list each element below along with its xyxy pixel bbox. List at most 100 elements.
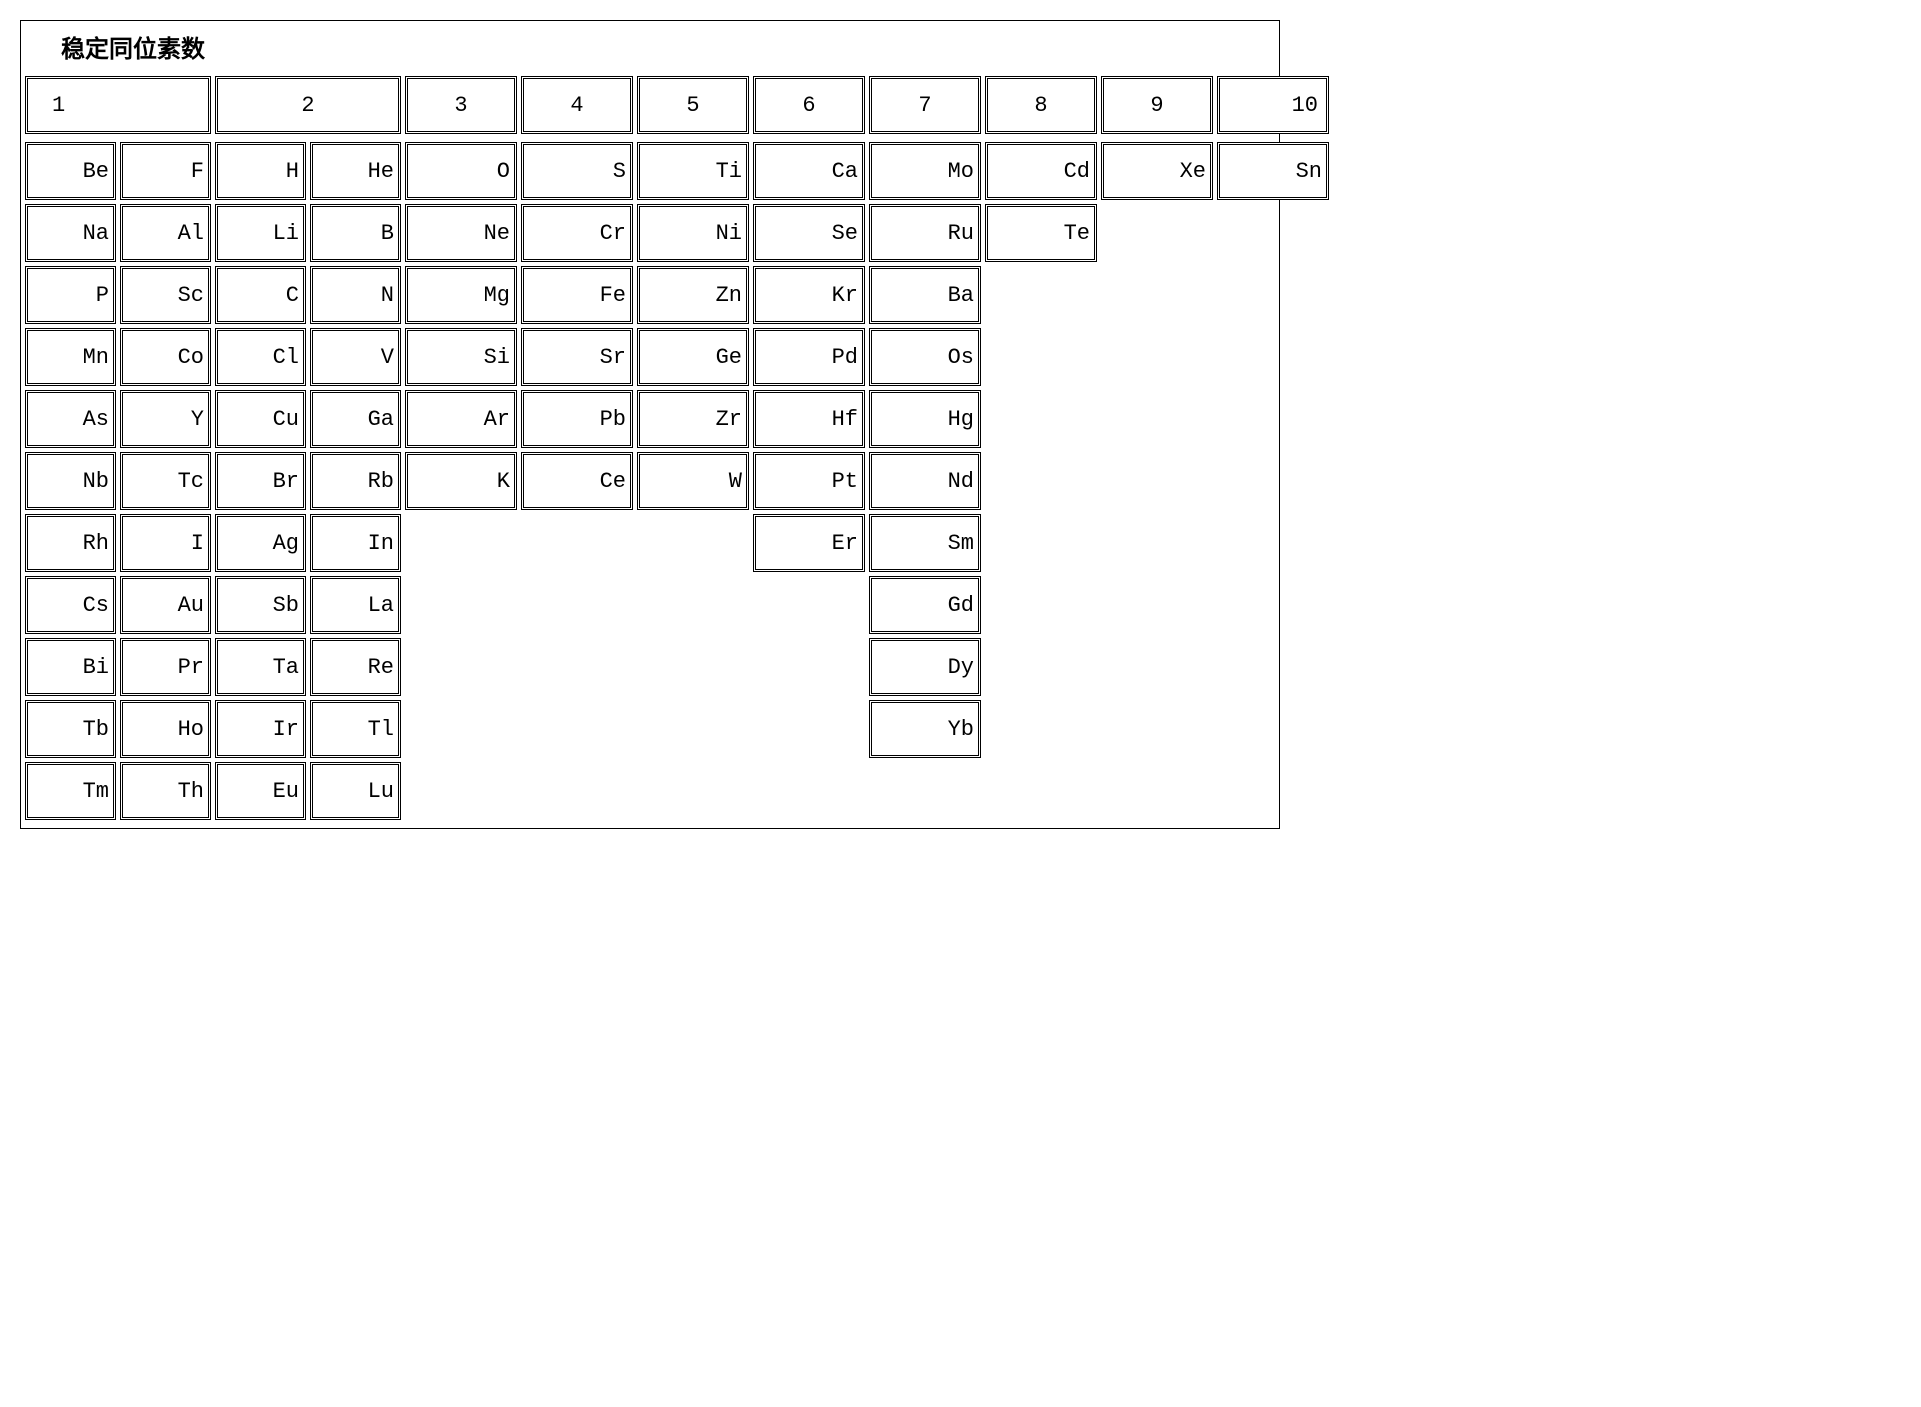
- element-cell: Ne: [405, 204, 517, 262]
- empty-cell: [1101, 638, 1213, 696]
- empty-cell: [985, 576, 1097, 634]
- element-cell: Ag: [215, 514, 306, 572]
- empty-cell: [1217, 514, 1329, 572]
- empty-cell: [1101, 266, 1213, 324]
- table-title: 稳定同位素数: [21, 21, 1279, 72]
- element-cell: Te: [985, 204, 1097, 262]
- empty-cell: [1217, 328, 1329, 386]
- empty-cell: [985, 700, 1097, 758]
- column-header: 1: [25, 76, 211, 134]
- element-cell: Ce: [521, 452, 633, 510]
- empty-cell: [521, 576, 633, 634]
- empty-cell: [1217, 390, 1329, 448]
- empty-cell: [405, 576, 517, 634]
- empty-cell: [405, 514, 517, 572]
- element-cell: Ar: [405, 390, 517, 448]
- element-cell: Sm: [869, 514, 981, 572]
- empty-cell: [1101, 328, 1213, 386]
- element-cell: Pr: [120, 638, 211, 696]
- empty-cell: [753, 638, 865, 696]
- element-cell: W: [637, 452, 749, 510]
- element-cell: Sc: [120, 266, 211, 324]
- table-row: TmThEuLu: [25, 762, 1329, 820]
- element-cell: Se: [753, 204, 865, 262]
- element-cell: Tc: [120, 452, 211, 510]
- table-row: NaAlLiBNeCrNiSeRuTe: [25, 204, 1329, 262]
- empty-cell: [637, 762, 749, 820]
- element-cell: Lu: [310, 762, 401, 820]
- element-cell: Eu: [215, 762, 306, 820]
- element-cell: P: [25, 266, 116, 324]
- element-cell: Ho: [120, 700, 211, 758]
- empty-cell: [985, 452, 1097, 510]
- empty-cell: [1217, 204, 1329, 262]
- element-cell: Dy: [869, 638, 981, 696]
- empty-cell: [985, 266, 1097, 324]
- element-cell: Sb: [215, 576, 306, 634]
- table-row: BiPrTaReDy: [25, 638, 1329, 696]
- empty-cell: [1101, 700, 1213, 758]
- element-cell: Pb: [521, 390, 633, 448]
- empty-cell: [521, 638, 633, 696]
- element-cell: Sr: [521, 328, 633, 386]
- element-cell: In: [310, 514, 401, 572]
- element-cell: Co: [120, 328, 211, 386]
- column-header: 5: [637, 76, 749, 134]
- table-container: 稳定同位素数 12345678910 BeFHHeOSTiCaMoCdXeSnN…: [20, 20, 1280, 829]
- empty-cell: [869, 762, 981, 820]
- element-cell: Hg: [869, 390, 981, 448]
- element-cell: H: [215, 142, 306, 200]
- column-header: 9: [1101, 76, 1213, 134]
- element-cell: Cr: [521, 204, 633, 262]
- element-cell: Ge: [637, 328, 749, 386]
- empty-cell: [1217, 762, 1329, 820]
- element-cell: Ba: [869, 266, 981, 324]
- element-cell: Ga: [310, 390, 401, 448]
- column-header: 4: [521, 76, 633, 134]
- element-cell: Mg: [405, 266, 517, 324]
- empty-cell: [1217, 638, 1329, 696]
- column-header: 6: [753, 76, 865, 134]
- empty-cell: [637, 700, 749, 758]
- element-cell: Mn: [25, 328, 116, 386]
- element-cell: Na: [25, 204, 116, 262]
- element-cell: B: [310, 204, 401, 262]
- empty-cell: [405, 638, 517, 696]
- element-cell: K: [405, 452, 517, 510]
- empty-cell: [521, 514, 633, 572]
- column-header: 7: [869, 76, 981, 134]
- table-row: TbHoIrTlYb: [25, 700, 1329, 758]
- element-cell: Zr: [637, 390, 749, 448]
- element-cell: F: [120, 142, 211, 200]
- element-cell: Tb: [25, 700, 116, 758]
- column-header: 10: [1217, 76, 1329, 134]
- element-cell: Ni: [637, 204, 749, 262]
- element-cell: C: [215, 266, 306, 324]
- element-cell: Cu: [215, 390, 306, 448]
- element-cell: Zn: [637, 266, 749, 324]
- empty-cell: [405, 762, 517, 820]
- table-row: PScCNMgFeZnKrBa: [25, 266, 1329, 324]
- element-cell: Pd: [753, 328, 865, 386]
- element-cell: V: [310, 328, 401, 386]
- empty-cell: [1217, 266, 1329, 324]
- table-row: AsYCuGaArPbZrHfHg: [25, 390, 1329, 448]
- empty-cell: [1101, 390, 1213, 448]
- header-table: 12345678910: [21, 72, 1333, 138]
- element-cell: N: [310, 266, 401, 324]
- column-header: 2: [215, 76, 401, 134]
- element-cell: Nb: [25, 452, 116, 510]
- element-cell: Ir: [215, 700, 306, 758]
- element-cell: Er: [753, 514, 865, 572]
- element-cell: Xe: [1101, 142, 1213, 200]
- element-cell: Mo: [869, 142, 981, 200]
- element-cell: Nd: [869, 452, 981, 510]
- element-cell: Ca: [753, 142, 865, 200]
- element-cell: Be: [25, 142, 116, 200]
- element-cell: Hf: [753, 390, 865, 448]
- element-cell: Fe: [521, 266, 633, 324]
- element-cell: Cl: [215, 328, 306, 386]
- element-cell: Rh: [25, 514, 116, 572]
- element-cell: Ta: [215, 638, 306, 696]
- element-cell: Si: [405, 328, 517, 386]
